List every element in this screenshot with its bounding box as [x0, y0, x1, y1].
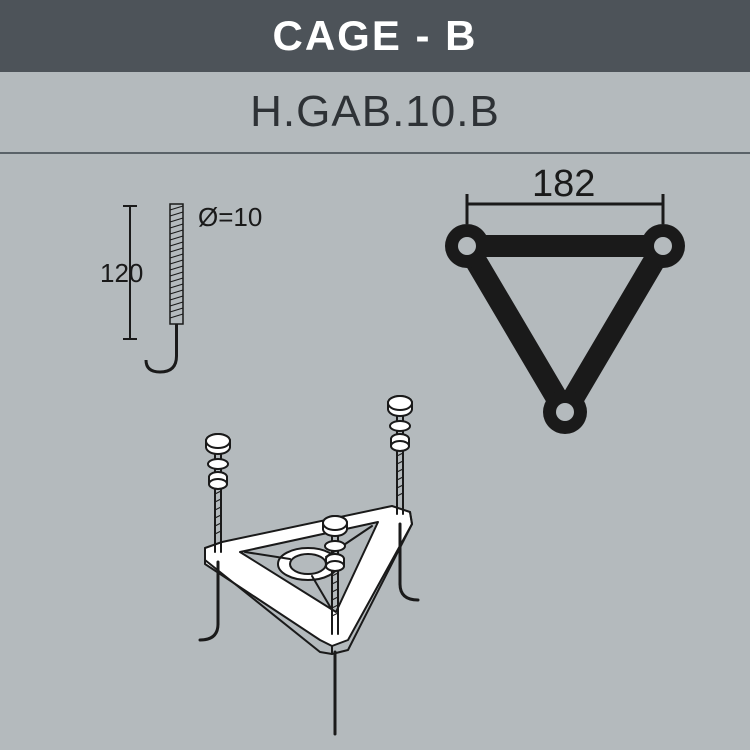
anchor-bolt-detail: 120 [100, 202, 262, 372]
diagram-area: 120 [0, 154, 750, 750]
header-dark: CAGE - B [0, 0, 750, 72]
bolt-height-label: 120 [100, 258, 143, 288]
triangle-top-view: 182 [445, 163, 685, 434]
product-title: CAGE - B [273, 12, 478, 60]
product-code: H.GAB.10.B [250, 87, 500, 137]
technical-drawing: 120 [0, 154, 750, 750]
header-light: H.GAB.10.B [0, 72, 750, 154]
triangle-width-label: 182 [532, 163, 595, 205]
bolt-diameter-label: Ø=10 [198, 202, 262, 232]
isometric-assembly [200, 396, 418, 734]
